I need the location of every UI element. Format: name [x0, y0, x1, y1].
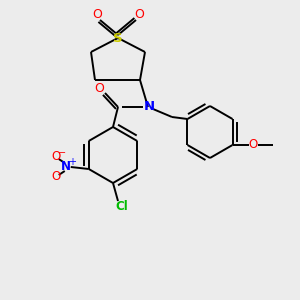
Text: O: O [51, 151, 60, 164]
Text: Cl: Cl [116, 200, 128, 212]
Text: O: O [134, 8, 144, 22]
Text: S: S [113, 32, 123, 44]
Text: +: + [68, 157, 76, 167]
Text: −: − [58, 148, 66, 158]
Text: N: N [61, 160, 71, 173]
Text: O: O [248, 139, 257, 152]
Text: O: O [92, 8, 102, 22]
Text: O: O [51, 170, 60, 184]
Text: O: O [94, 82, 104, 94]
Text: N: N [143, 100, 155, 113]
